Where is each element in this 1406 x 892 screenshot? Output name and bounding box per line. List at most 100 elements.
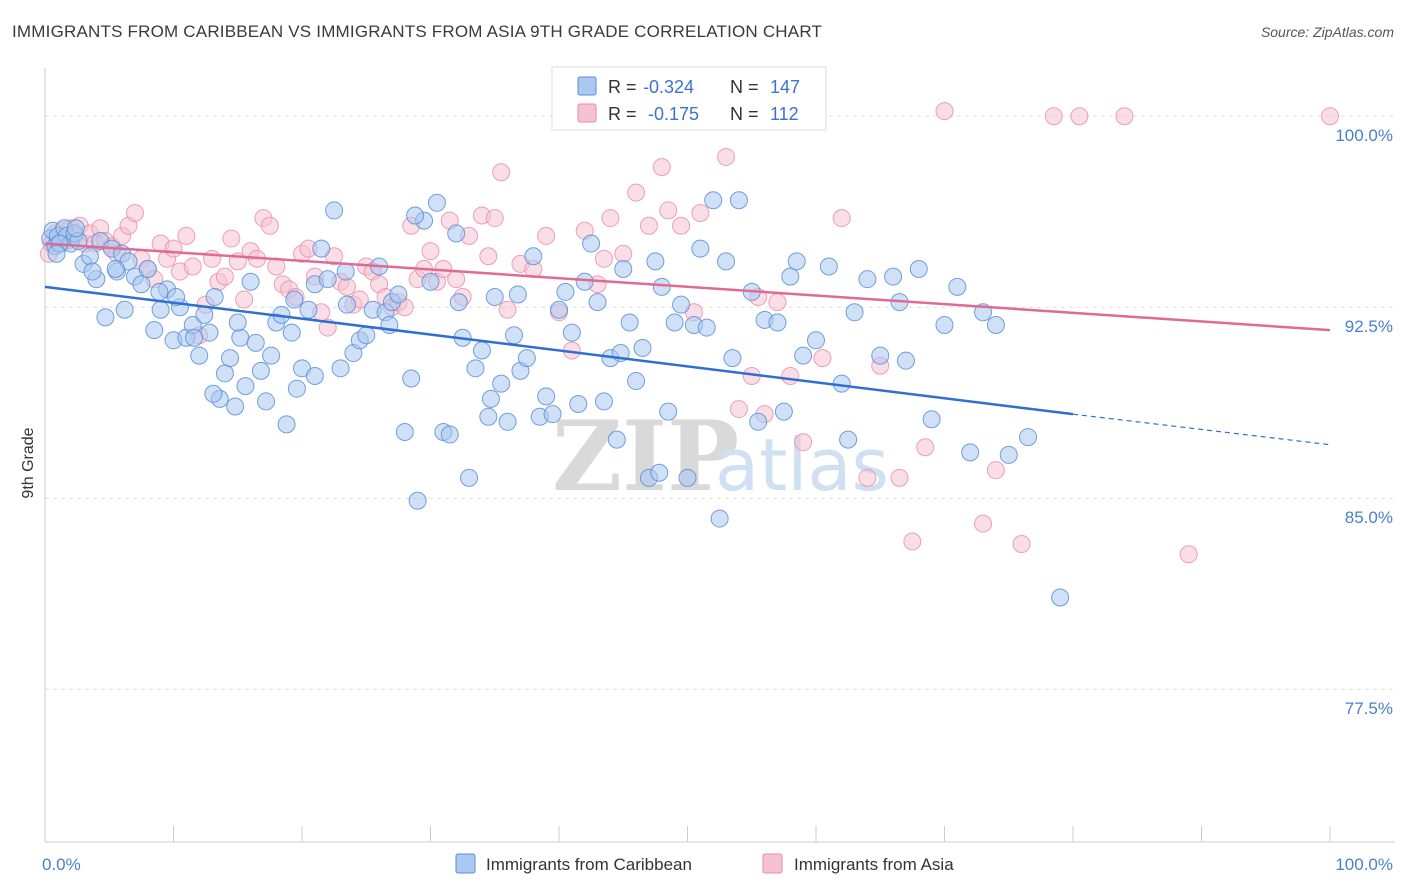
caribbean-point xyxy=(447,224,466,243)
caribbean-point xyxy=(460,468,479,487)
caribbean-point xyxy=(246,333,265,352)
caribbean-point xyxy=(449,293,468,312)
caribbean-point xyxy=(389,285,408,304)
watermark: ZIP atlas xyxy=(552,400,889,513)
caribbean-trend-extension xyxy=(1072,413,1331,446)
caribbean-point xyxy=(215,364,234,383)
legend-caribbean-swatch xyxy=(455,853,476,874)
caribbean-point xyxy=(427,193,446,212)
caribbean-point xyxy=(607,430,626,449)
y-tick-labels: 77.5% 85.0% 92.5% 100.0% xyxy=(1335,126,1393,718)
caribbean-point xyxy=(961,443,980,462)
caribbean-point xyxy=(749,412,768,431)
caribbean-point xyxy=(633,338,652,357)
caribbean-point xyxy=(236,377,255,396)
asia-point xyxy=(235,290,254,309)
asia-point xyxy=(672,216,691,235)
caribbean-point xyxy=(781,267,800,286)
caribbean-point xyxy=(884,267,903,286)
caribbean-swatch xyxy=(577,76,597,96)
y-axis-label: 9th Grade xyxy=(20,427,37,498)
caribbean-point xyxy=(614,260,633,278)
caribbean-point xyxy=(723,349,742,368)
watermark-zip: ZIP xyxy=(552,400,739,513)
caribbean-point xyxy=(697,318,716,337)
caribbean-point xyxy=(819,257,838,276)
series-legend: Immigrants from Caribbean Immigrants fro… xyxy=(455,853,954,874)
caribbean-point xyxy=(299,300,318,319)
asia-point xyxy=(1321,107,1339,126)
caribbean-point xyxy=(195,305,214,324)
trend-lines xyxy=(44,242,1331,446)
caribbean-point xyxy=(935,316,954,335)
asia-swatch xyxy=(577,103,597,123)
caribbean-point xyxy=(282,323,301,342)
asia-point xyxy=(177,226,196,245)
caribbean-point xyxy=(575,272,594,291)
caribbean-point xyxy=(83,262,102,281)
caribbean-point xyxy=(66,219,85,238)
caribbean-point xyxy=(305,366,324,385)
caribbean-point xyxy=(331,359,350,378)
asia-r-value: -0.175 xyxy=(648,104,699,124)
asia-point xyxy=(1070,107,1089,126)
caribbean-point xyxy=(167,288,186,307)
asia-r-label: R = xyxy=(608,104,637,124)
asia-point xyxy=(858,468,877,487)
asia-point xyxy=(537,226,556,245)
caribbean-point xyxy=(262,346,281,365)
asia-point xyxy=(1179,545,1198,564)
caribbean-point xyxy=(594,392,613,411)
caribbean-point xyxy=(277,415,296,434)
asia-point xyxy=(594,249,613,268)
caribbean-point xyxy=(710,509,729,528)
caribbean-point xyxy=(145,321,164,340)
asia-point xyxy=(164,239,183,258)
caribbean-point xyxy=(1019,428,1038,447)
asia-point xyxy=(421,242,440,261)
asia-point xyxy=(447,270,466,289)
y-tick-label: 85.0% xyxy=(1345,508,1393,527)
asia-point xyxy=(183,257,202,276)
asia-point xyxy=(781,366,800,385)
caribbean-point xyxy=(151,300,170,319)
caribbean-point xyxy=(185,328,204,347)
chart-title: IMMIGRANTS FROM CARIBBEAN VS IMMIGRANTS … xyxy=(12,22,823,41)
asia-point xyxy=(498,300,517,319)
asia-point xyxy=(601,209,620,228)
caribbean-point xyxy=(787,252,806,271)
caribbean-point xyxy=(336,262,355,281)
asia-point xyxy=(729,400,748,419)
asia-point xyxy=(794,433,813,452)
caribbean-point xyxy=(440,425,459,444)
asia-point xyxy=(1012,535,1031,554)
caribbean-point xyxy=(505,326,524,345)
caribbean-point xyxy=(200,323,219,342)
caribbean-point xyxy=(287,379,306,398)
caribbean-point xyxy=(325,201,344,220)
caribbean-point xyxy=(406,206,425,225)
caribbean-point xyxy=(138,260,157,278)
caribbean-point xyxy=(582,234,601,253)
asia-point xyxy=(203,249,222,268)
caribbean-point xyxy=(318,270,337,289)
caribbean-point xyxy=(543,405,562,424)
caribbean-point xyxy=(909,260,928,278)
caribbean-point xyxy=(80,247,99,266)
caribbean-point xyxy=(285,290,304,309)
caribbean-point xyxy=(845,303,864,322)
caribbean-r-value: -0.324 xyxy=(643,77,694,97)
caribbean-point xyxy=(550,300,568,319)
asia-point xyxy=(485,209,504,228)
correlation-legend-box: R = -0.324 N = 147 R = -0.175 N = 112 xyxy=(551,66,827,131)
asia-point xyxy=(813,349,832,368)
caribbean-point xyxy=(871,346,890,365)
caribbean-point xyxy=(205,288,224,307)
asia-point xyxy=(479,247,498,266)
caribbean-point xyxy=(231,328,250,347)
caribbean-point xyxy=(646,252,665,271)
caribbean-point xyxy=(678,468,697,487)
chart-source: Source: ZipAtlas.com xyxy=(1260,24,1394,40)
caribbean-point xyxy=(421,272,440,291)
asia-point xyxy=(337,277,356,296)
